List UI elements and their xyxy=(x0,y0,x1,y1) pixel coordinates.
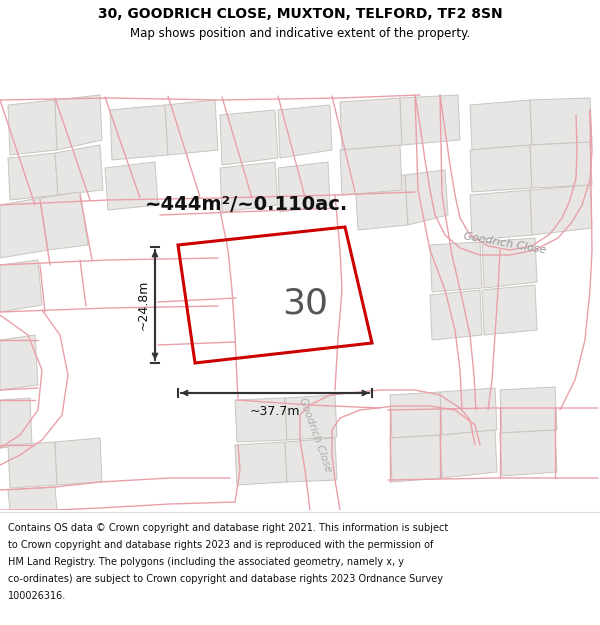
Polygon shape xyxy=(235,398,287,442)
Text: ~37.7m: ~37.7m xyxy=(250,405,300,418)
Polygon shape xyxy=(470,145,532,192)
Text: HM Land Registry. The polygons (including the associated geometry, namely x, y: HM Land Registry. The polygons (includin… xyxy=(8,557,404,567)
Text: 30, GOODRICH CLOSE, MUXTON, TELFORD, TF2 8SN: 30, GOODRICH CLOSE, MUXTON, TELFORD, TF2… xyxy=(98,7,502,21)
Polygon shape xyxy=(220,110,278,165)
Polygon shape xyxy=(0,398,32,448)
Polygon shape xyxy=(530,98,592,145)
Polygon shape xyxy=(40,192,88,250)
Polygon shape xyxy=(278,162,330,212)
Polygon shape xyxy=(390,392,442,438)
Polygon shape xyxy=(8,153,58,200)
Text: Goodrich Close: Goodrich Close xyxy=(297,396,333,474)
Polygon shape xyxy=(55,95,102,150)
Polygon shape xyxy=(8,100,57,155)
Polygon shape xyxy=(440,388,497,435)
Polygon shape xyxy=(278,105,332,158)
Polygon shape xyxy=(165,100,218,155)
Polygon shape xyxy=(220,162,278,212)
Polygon shape xyxy=(400,95,460,145)
Polygon shape xyxy=(482,238,537,288)
Polygon shape xyxy=(0,335,38,390)
Polygon shape xyxy=(500,430,557,476)
Polygon shape xyxy=(285,395,337,440)
Polygon shape xyxy=(55,145,103,195)
Text: Map shows position and indicative extent of the property.: Map shows position and indicative extent… xyxy=(130,28,470,41)
Polygon shape xyxy=(355,175,408,230)
Polygon shape xyxy=(110,105,168,160)
Text: Goodrich Close: Goodrich Close xyxy=(463,231,547,255)
Polygon shape xyxy=(530,142,592,188)
Polygon shape xyxy=(0,260,42,312)
Text: co-ordinates) are subject to Crown copyright and database rights 2023 Ordnance S: co-ordinates) are subject to Crown copyr… xyxy=(8,574,443,584)
Polygon shape xyxy=(530,185,592,235)
Polygon shape xyxy=(0,198,48,258)
Polygon shape xyxy=(8,487,57,510)
Polygon shape xyxy=(430,290,482,340)
Polygon shape xyxy=(440,430,497,478)
Polygon shape xyxy=(235,442,287,485)
Polygon shape xyxy=(390,435,442,482)
Polygon shape xyxy=(105,162,158,210)
Polygon shape xyxy=(500,387,557,433)
Polygon shape xyxy=(285,438,337,482)
Polygon shape xyxy=(8,442,57,488)
Text: Contains OS data © Crown copyright and database right 2021. This information is : Contains OS data © Crown copyright and d… xyxy=(8,523,448,533)
Polygon shape xyxy=(482,285,537,335)
Text: to Crown copyright and database rights 2023 and is reproduced with the permissio: to Crown copyright and database rights 2… xyxy=(8,540,433,550)
Text: ~444m²/~0.110ac.: ~444m²/~0.110ac. xyxy=(145,196,348,214)
Polygon shape xyxy=(340,98,402,150)
Text: ~24.8m: ~24.8m xyxy=(137,280,149,330)
Polygon shape xyxy=(470,100,532,150)
Text: 30: 30 xyxy=(282,287,328,321)
Text: 100026316.: 100026316. xyxy=(8,591,66,601)
Polygon shape xyxy=(55,438,102,485)
Polygon shape xyxy=(405,170,448,225)
Polygon shape xyxy=(470,190,532,240)
Polygon shape xyxy=(430,242,482,292)
Polygon shape xyxy=(340,145,402,195)
